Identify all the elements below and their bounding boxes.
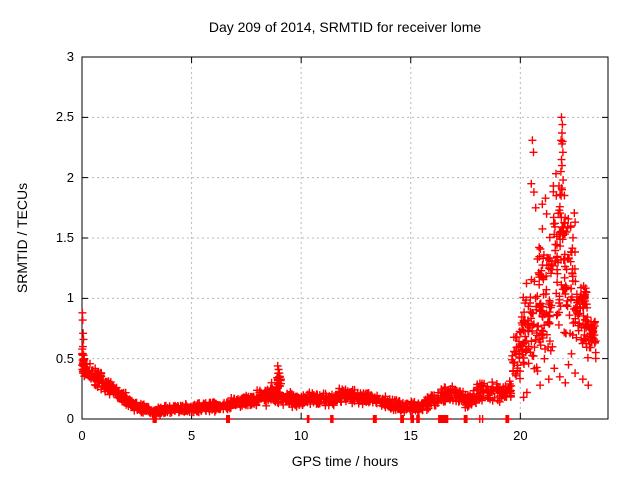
- y-tick-label: 2.5: [55, 109, 74, 125]
- x-tick-label: 5: [187, 428, 196, 443]
- x-axis-label: GPS time / hours: [291, 453, 399, 469]
- y-tick-label: 2: [66, 169, 74, 185]
- x-tick-label: 0: [78, 428, 86, 443]
- x-tick-label: 15: [403, 428, 418, 443]
- grid-lines: [82, 57, 608, 419]
- y-tick-label: 0: [66, 411, 74, 426]
- y-tick-label: 1.5: [55, 230, 74, 245]
- plot-border: [81, 56, 609, 420]
- y-tick-label: 1: [66, 290, 74, 306]
- x-tick-label: 20: [513, 428, 528, 443]
- scatter-points: [78, 113, 600, 423]
- x-tick-label: 10: [293, 428, 309, 443]
- y-axis-label: SRMTID / TECUs: [14, 182, 30, 294]
- y-tick-label: 3: [66, 49, 74, 64]
- y-tick-label: 0.5: [55, 350, 74, 366]
- chart-title: Day 209 of 2014, SRMTID for receiver lom…: [208, 19, 482, 35]
